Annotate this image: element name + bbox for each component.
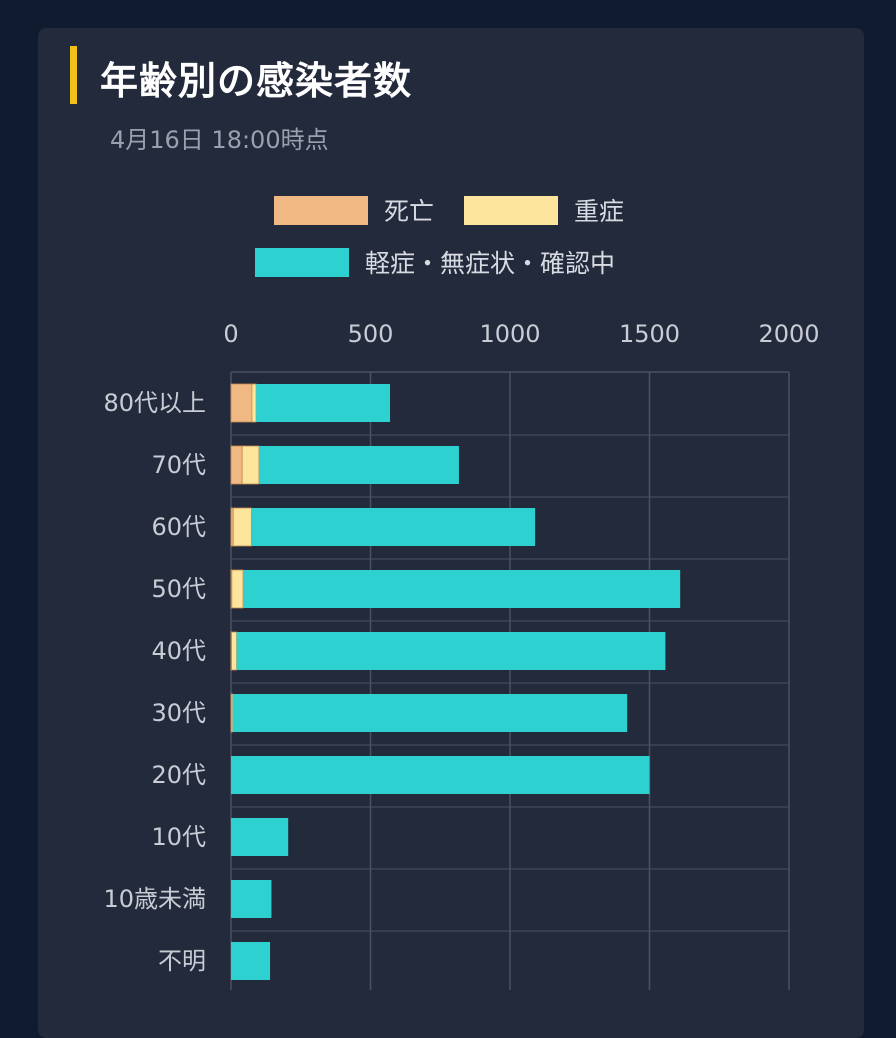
- y-category-label: 不明: [158, 947, 206, 975]
- y-category-label: 20代: [151, 761, 206, 789]
- chart-subtitle: 4月16日 18:00時点: [110, 126, 329, 154]
- y-category-label: 80代以上: [103, 389, 206, 417]
- bar-segment: [241, 445, 260, 485]
- legend-swatch-severe: [464, 196, 558, 225]
- bar-segment: [242, 570, 681, 608]
- y-category-label: 70代: [151, 451, 206, 479]
- bar-segment: [251, 508, 536, 546]
- legend-label-severe: 重症: [574, 197, 624, 226]
- x-tick-label: 500: [348, 320, 394, 348]
- chart-bars: [230, 383, 681, 980]
- x-axis-ticks: 0 500 1000 1500 2000: [223, 320, 819, 348]
- x-tick-label: 2000: [758, 320, 819, 348]
- x-tick-label: 1500: [619, 320, 680, 348]
- bar-segment: [236, 632, 666, 670]
- bar-segment: [232, 694, 628, 732]
- x-tick-label: 0: [223, 320, 238, 348]
- bar-segment: [230, 445, 243, 485]
- bar-segment: [231, 756, 650, 794]
- bar-segment: [256, 384, 391, 422]
- bar-segment: [231, 880, 272, 918]
- y-category-label: 10代: [151, 823, 206, 851]
- bar-segment: [231, 631, 237, 671]
- bar-segment: [251, 383, 257, 423]
- y-category-label: 50代: [151, 575, 206, 603]
- bar-segment: [230, 383, 253, 423]
- bar-segment: [258, 446, 459, 484]
- chart-title: 年齢別の感染者数: [100, 59, 413, 103]
- bar-segment: [232, 507, 252, 547]
- bar-segment: [230, 693, 234, 733]
- chart-legend: 死亡 重症 軽症・無症状・確認中: [255, 196, 624, 278]
- legend-swatch-death: [274, 196, 368, 225]
- legend-label-death: 死亡: [384, 197, 434, 226]
- legend-swatch-mild: [255, 248, 349, 277]
- bar-segment: [231, 942, 271, 980]
- x-tick-label: 1000: [479, 320, 540, 348]
- y-category-label: 30代: [151, 699, 206, 727]
- y-category-label: 40代: [151, 637, 206, 665]
- bar-segment: [231, 569, 244, 609]
- bar-segment: [231, 818, 289, 856]
- y-category-label: 10歳未満: [103, 885, 206, 913]
- title-accent-bar: [70, 46, 77, 104]
- legend-label-mild: 軽症・無症状・確認中: [365, 249, 615, 278]
- y-category-label: 60代: [151, 513, 206, 541]
